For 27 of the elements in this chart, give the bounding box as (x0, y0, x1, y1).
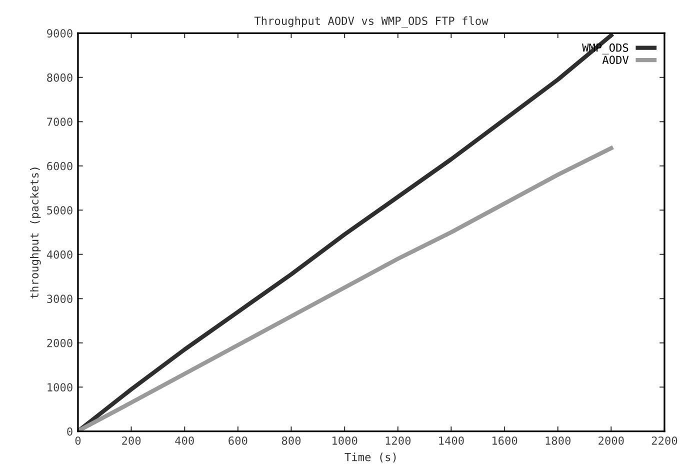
y-tick-label: 1000 (48, 383, 72, 392)
x-tick-label: 200 (122, 436, 141, 445)
x-tick-label: 800 (282, 436, 301, 445)
x-tick-label: 1200 (386, 436, 411, 445)
legend-label: AODV (602, 56, 629, 64)
y-tick-label: 3000 (47, 294, 72, 304)
x-tick-label: 1000 (332, 436, 358, 445)
y-axis-title: throughput (packets) (30, 168, 41, 298)
x-tick-label: 2200 (652, 436, 678, 445)
x-tick-label: 0 (75, 436, 81, 445)
x-tick-label: 2000 (598, 436, 624, 445)
y-tick-label: 2000 (47, 338, 72, 348)
y-tick-label: 6000 (47, 162, 72, 170)
y-tick-label: 9000 (47, 29, 72, 38)
line-series (78, 146, 614, 432)
y-tick-label: 0 (67, 427, 72, 436)
x-tick-label: 1400 (439, 436, 464, 445)
y-tick-label: 5000 (47, 206, 72, 215)
x-tick-label: 1600 (492, 436, 518, 445)
x-tick-label: 1800 (546, 436, 570, 445)
y-tick-label: 4000 (46, 250, 72, 259)
x-tick-label: 600 (228, 436, 248, 445)
y-tick-label: 7000 (47, 118, 72, 126)
x-tick-label: 400 (175, 436, 194, 445)
y-tick-label: 8000 (47, 73, 72, 82)
x-axis-title: Time (s) (344, 452, 396, 463)
chart-title: Throughput AODV vs WMP_ODS FTP flow (254, 16, 488, 28)
